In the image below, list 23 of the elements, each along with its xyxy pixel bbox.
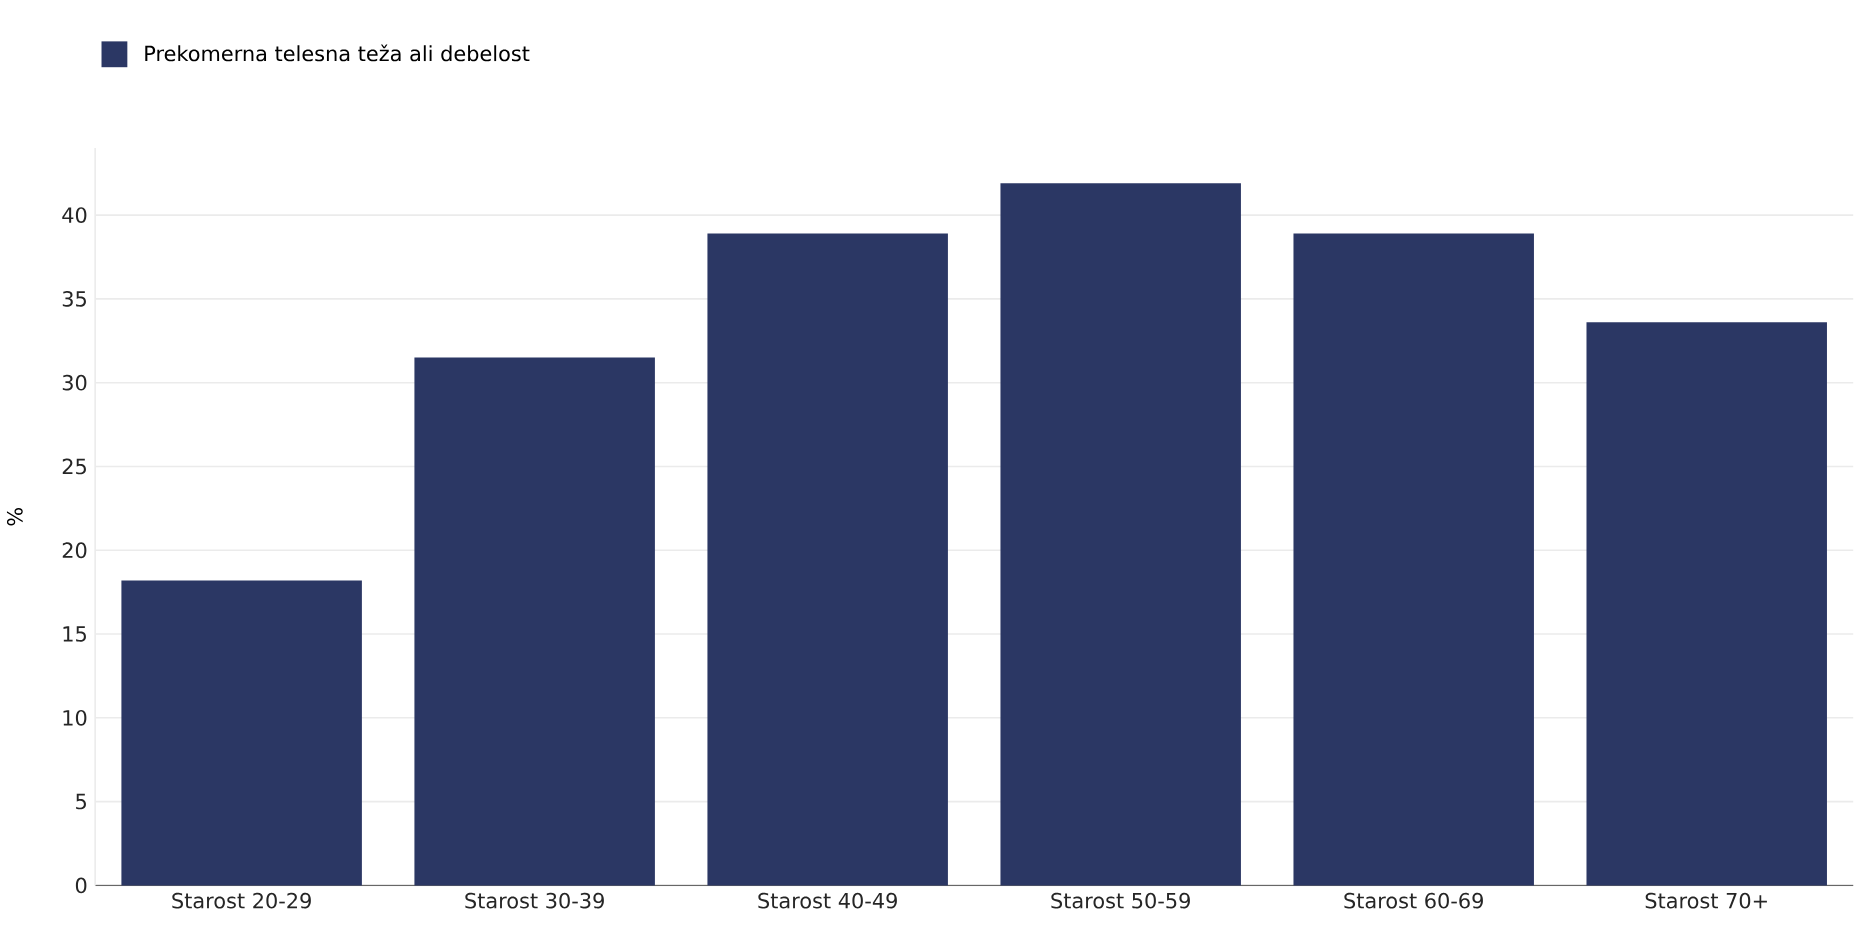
bar bbox=[707, 233, 948, 886]
y-tick-label: 35 bbox=[62, 290, 86, 307]
y-tick-label: 20 bbox=[62, 542, 87, 559]
x-tick-label: Starost 50-59 bbox=[1051, 892, 1190, 909]
bar bbox=[414, 357, 655, 886]
bar bbox=[1293, 233, 1534, 886]
legend-label: Prekomerna telesna teža ali debelost bbox=[145, 44, 530, 62]
bar bbox=[1586, 322, 1827, 886]
x-tick-label: Starost 60-69 bbox=[1344, 892, 1483, 909]
x-tick-label: Starost 70+ bbox=[1645, 892, 1767, 909]
x-tick-label: Starost 20-29 bbox=[172, 892, 311, 909]
y-tick-label: 25 bbox=[62, 458, 86, 475]
y-axis-title: % bbox=[6, 507, 23, 526]
bar bbox=[1000, 183, 1241, 886]
y-tick-label: 10 bbox=[63, 709, 87, 726]
y-tick-label: 30 bbox=[62, 374, 87, 391]
y-tick-label: 0 bbox=[75, 877, 87, 894]
y-tick-label: 15 bbox=[63, 626, 86, 642]
y-tick-label: 40 bbox=[62, 207, 87, 223]
bar bbox=[121, 580, 362, 886]
x-tick-label: Starost 30-39 bbox=[465, 892, 604, 909]
y-tick-label: 5 bbox=[76, 793, 86, 810]
x-tick-label: Starost 40-49 bbox=[758, 892, 897, 909]
